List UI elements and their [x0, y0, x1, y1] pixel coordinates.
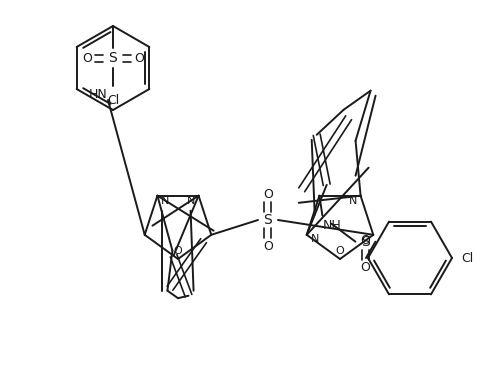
Text: O: O [263, 239, 273, 253]
Text: Cl: Cl [461, 251, 473, 265]
Text: Cl: Cl [107, 95, 119, 107]
Text: N: N [161, 196, 170, 206]
Text: S: S [264, 213, 273, 227]
Text: S: S [361, 235, 370, 249]
Text: S: S [109, 51, 117, 65]
Text: O: O [174, 246, 183, 256]
Text: N: N [349, 196, 357, 206]
Text: N: N [187, 196, 195, 206]
Text: O: O [82, 52, 92, 64]
Text: O: O [361, 261, 370, 274]
Text: N: N [310, 234, 319, 244]
Text: O: O [134, 52, 144, 64]
Text: NH: NH [322, 219, 341, 232]
Text: O: O [263, 187, 273, 201]
Text: O: O [361, 234, 370, 247]
Text: O: O [336, 246, 345, 256]
Text: HN: HN [89, 87, 108, 101]
